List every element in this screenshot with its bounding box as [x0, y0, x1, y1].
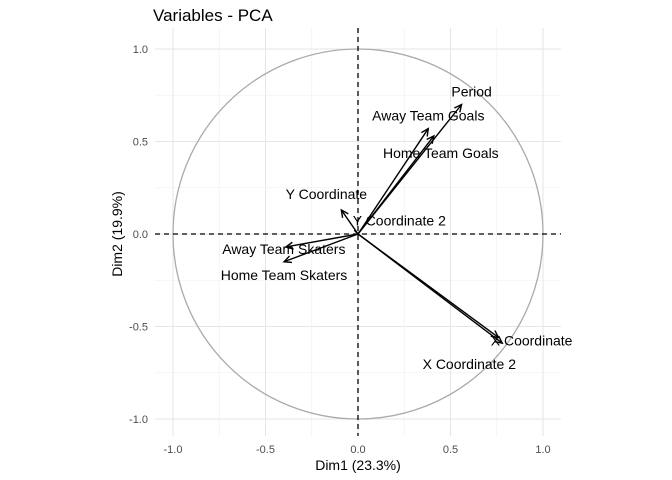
arrow-head — [340, 208, 349, 218]
variable-arrow — [285, 233, 359, 248]
y-tick-label: -1.0 — [129, 414, 148, 426]
y-tick-label: 0.5 — [133, 137, 148, 149]
x-tick-label: 1.0 — [535, 444, 550, 456]
arrow-head — [282, 255, 293, 264]
arrow-head — [284, 241, 294, 250]
x-tick-label: -0.5 — [256, 444, 275, 456]
variable-label: Y Coordinate 2 — [353, 212, 446, 228]
arrow-head — [421, 127, 430, 137]
y-tick-label: 1.0 — [133, 44, 148, 56]
variable-arrow — [357, 135, 435, 235]
variable-label: Away Team Skaters — [222, 241, 345, 257]
variable-arrow — [357, 128, 429, 235]
variable-label: Away Team Goals — [372, 108, 484, 124]
y-tick-label: 0.0 — [133, 229, 148, 241]
variable-label: Home Team Skaters — [221, 267, 348, 283]
x-axis-title: Dim1 (23.3%) — [315, 457, 401, 473]
variable-labels: Period Away Team Goals Home Team Goals Y Co… — [221, 84, 573, 373]
x-axis-ticks: -1.0 -0.5 0.0 0.5 1.0 — [164, 444, 551, 456]
variable-label: X Coordinate — [491, 333, 573, 349]
y-tick-label: -0.5 — [129, 322, 148, 334]
variable-arrow — [353, 229, 359, 235]
arrow-head — [426, 134, 435, 144]
variable-label: Y Coordinate — [286, 186, 368, 202]
x-tick-label: 0.5 — [443, 444, 458, 456]
variable-arrow — [283, 233, 359, 263]
variable-label: Home Team Goals — [383, 145, 499, 161]
x-tick-label: -1.0 — [164, 444, 183, 456]
variable-label: Period — [451, 84, 491, 100]
y-axis-ticks: 1.0 0.5 0.0 -0.5 -1.0 — [129, 44, 148, 426]
x-tick-label: 0.0 — [350, 444, 365, 456]
variable-arrow — [340, 209, 359, 235]
variable-arrows — [282, 103, 504, 345]
variable-label: X Coordinate 2 — [423, 356, 517, 372]
chart-title: Variables - PCA — [153, 6, 273, 25]
arrow-head — [494, 335, 504, 345]
arrow-head — [454, 103, 463, 113]
y-axis-title: Dim2 (19.9%) — [109, 191, 125, 277]
variable-arrow — [357, 233, 503, 344]
